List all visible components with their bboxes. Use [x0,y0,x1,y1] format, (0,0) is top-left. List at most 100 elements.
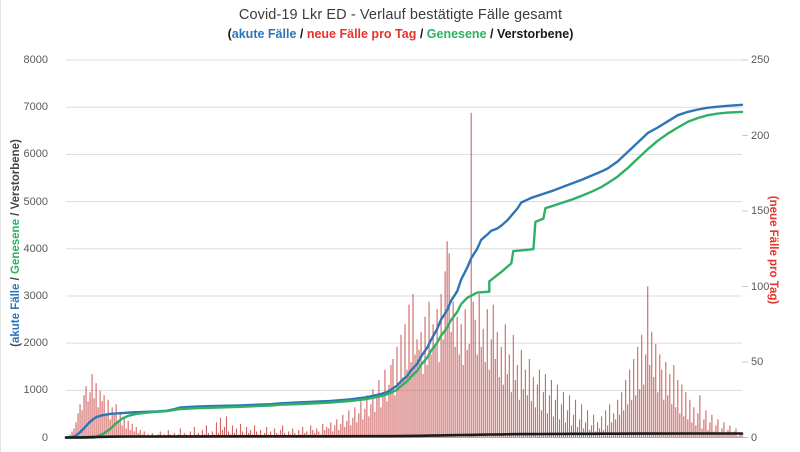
bar [342,414,344,438]
bar [500,346,502,438]
subtitle-part-2: / [296,27,307,41]
bar [629,369,631,438]
bar [416,339,418,438]
bar [446,241,448,438]
bar [456,316,458,438]
bar [578,419,581,438]
bar [392,358,394,438]
bar [685,392,687,438]
bar [69,434,71,438]
bar [719,432,721,438]
bar [97,407,99,438]
bar [302,426,304,438]
bar [609,404,611,438]
bar [420,331,422,438]
bar [468,343,470,438]
subtitle-part-5: Genesene [426,27,487,41]
bar [637,346,639,438]
bar [558,419,561,438]
bar [576,426,579,438]
bar [546,413,548,438]
bar [428,301,430,438]
left-tick-2000: 2000 [23,337,48,350]
bar [398,384,400,438]
bar [488,369,490,438]
bar [548,395,550,438]
bar [107,399,109,438]
subtitle-part-3: neue Fälle pro Tag [306,27,417,41]
bar [340,423,342,438]
bar [671,404,673,438]
bar [167,429,169,438]
bar [83,395,85,438]
bar [673,365,675,438]
line-verstorbene [64,432,744,439]
bar [669,374,671,438]
bar [328,428,330,438]
bar [617,399,619,438]
bar [205,425,207,438]
bar [390,365,392,438]
right-tick-200: 200 [751,129,770,142]
left-axis-title-part-2: / [10,274,22,284]
bar [256,431,258,438]
bar [231,425,234,438]
bar [79,404,81,438]
bar [254,425,256,438]
bar [280,429,282,438]
left-tick-5000: 5000 [23,195,48,208]
bar [739,432,741,438]
bar [378,380,380,438]
bar [225,416,228,438]
bar [601,416,603,438]
left-axis-title-part-5: Verstorbene) [10,139,22,210]
bar [693,407,695,438]
bar [274,428,276,438]
bar [430,354,432,438]
bar [324,429,326,438]
bar [422,374,424,438]
bar [516,365,518,438]
bar [675,407,677,438]
left-tick-8000: 8000 [23,54,48,66]
bar [591,425,593,438]
left-axis-title-part-4: / [10,209,22,220]
bar [586,410,589,438]
bar [697,413,699,438]
bar [452,301,454,438]
bar [322,423,324,438]
bar [524,369,526,438]
bar [518,399,520,438]
bar [239,423,242,438]
bar [538,369,540,438]
bar [476,354,478,438]
bar [607,425,609,438]
bar [133,431,135,438]
bar [298,429,300,438]
left-tick-1000: 1000 [23,384,48,397]
bar [223,426,226,438]
bar [691,422,693,438]
bar [332,431,334,438]
bar [550,380,552,438]
bar [103,395,105,438]
left-tick-3000: 3000 [23,289,48,302]
bar [556,384,558,438]
bar [292,428,294,438]
bar [633,358,635,438]
bar [123,417,125,438]
bar [514,380,516,438]
bar [653,377,655,438]
bar [623,410,625,438]
bar [404,324,406,438]
bar [635,395,637,438]
bar [729,425,731,438]
bar [526,395,528,438]
bar [71,431,73,438]
bar [454,346,456,438]
bar [119,411,121,438]
subtitle-part-1: akute Fälle [231,27,297,41]
bar [508,354,510,438]
bar [336,419,338,438]
